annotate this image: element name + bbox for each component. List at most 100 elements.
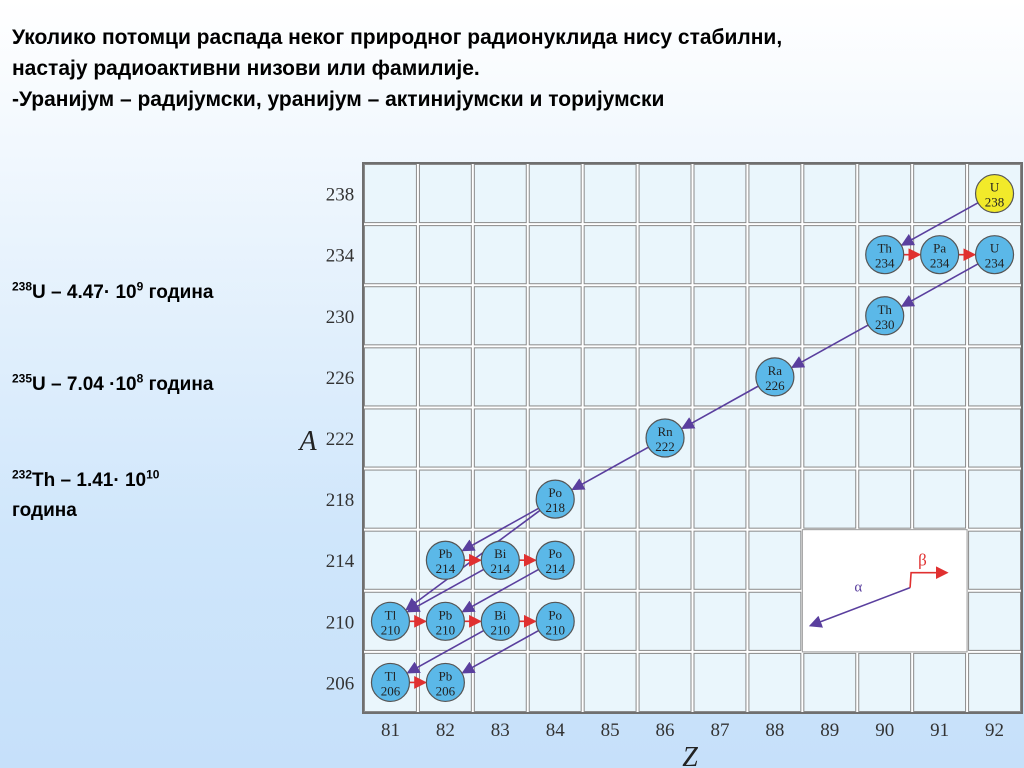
header-line-3: -Уранијум – радијумски, уранијум – актин… <box>12 88 665 111</box>
exponent: 8 <box>136 371 144 386</box>
grid-cell <box>583 652 637 713</box>
grid-cell <box>968 347 1021 407</box>
nuclide-circle <box>974 235 1015 275</box>
nuclide-symbol: Pb <box>439 546 453 561</box>
nuclide-circle <box>865 296 905 336</box>
grid-cell <box>418 225 472 285</box>
grid-cell <box>693 164 747 224</box>
grid-cell <box>528 286 582 346</box>
grid-cell <box>583 164 637 224</box>
grid-cell <box>858 164 912 224</box>
y-tick-label: 226 <box>326 368 355 389</box>
x-tick-label: 91 <box>930 720 949 741</box>
nuclide-symbol: Po <box>548 607 562 622</box>
unit-label: година <box>148 374 214 395</box>
exponent: 10 <box>146 467 160 482</box>
grid-cell <box>364 225 417 285</box>
grid-cell <box>418 408 472 468</box>
grid-cell <box>528 347 582 407</box>
half-life-th232: 232Th – 1.41· 1010 година <box>12 466 252 526</box>
nuclide-mass: 226 <box>765 378 785 393</box>
nuclide-symbol: Bi <box>494 607 507 622</box>
grid-cell <box>473 347 527 407</box>
x-tick-label: 87 <box>710 720 729 741</box>
grid-cell <box>748 225 802 285</box>
alpha-decay-arrow <box>790 324 869 368</box>
element-symbol: Th <box>32 470 56 491</box>
x-tick-label: 86 <box>656 720 675 741</box>
nuclide-circle <box>920 235 960 275</box>
grid-cell <box>583 591 637 651</box>
half-life-value: – 4.47· 10 <box>51 282 137 303</box>
grid-cell <box>748 286 802 346</box>
grid-cell <box>583 469 637 529</box>
nuclide-circle <box>645 418 685 458</box>
grid-cell <box>638 469 692 529</box>
x-tick-label: 81 <box>381 720 400 741</box>
y-axis-label: A <box>297 426 317 457</box>
nuclide-mass: 222 <box>655 439 675 454</box>
grid-cell <box>364 469 417 529</box>
nuclides: U238Th234Pa234U234Th230Ra226Rn222Po218Pb… <box>370 173 1015 703</box>
grid-cell <box>528 408 582 468</box>
grid-cell <box>364 408 417 468</box>
grid-cell <box>473 652 527 713</box>
grid-cell <box>638 225 692 285</box>
grid-cell <box>748 469 802 529</box>
y-tick-label: 214 <box>326 551 355 572</box>
grid-cell <box>364 347 417 407</box>
x-axis-label: Z <box>682 742 698 768</box>
grid-cell <box>913 164 967 224</box>
nuclide-symbol: Pa <box>933 241 946 256</box>
unit-label: година <box>12 500 77 521</box>
grid-cell <box>858 469 912 529</box>
grid-cell <box>693 469 747 529</box>
grid-cell <box>968 652 1021 713</box>
x-tick-label: 84 <box>546 720 566 741</box>
nuclide-mass: 206 <box>436 683 456 698</box>
nuclide-symbol: Tl <box>385 668 397 683</box>
grid-cell <box>748 530 802 590</box>
nuclide-mass: 210 <box>381 622 401 637</box>
grid-cell <box>693 591 747 651</box>
mass-number: 232 <box>12 467 33 482</box>
grid-cell <box>638 652 692 713</box>
element-symbol: U <box>32 282 46 303</box>
grid-cell <box>858 347 912 407</box>
grid-cell <box>803 164 857 224</box>
grid-cell <box>913 408 967 468</box>
legend-beta-label: β <box>918 551 927 570</box>
grid-cell <box>528 164 582 224</box>
grid-cell <box>638 347 692 407</box>
grid-cell <box>693 225 747 285</box>
header-text: Уколико потомци распада неког природног … <box>12 22 1012 115</box>
nuclide-circle <box>370 601 411 641</box>
grid-cell <box>803 286 857 346</box>
nuclide-circle <box>535 479 575 519</box>
legend-box: αβ <box>801 529 968 653</box>
grid-cell <box>583 408 637 468</box>
nuclide-mass: 206 <box>381 683 401 698</box>
grid-cell <box>473 469 527 529</box>
y-tick-label: 222 <box>326 429 355 450</box>
half-life-value: – 1.41· 10 <box>60 470 147 491</box>
nuclide-symbol: Pb <box>439 607 453 622</box>
nuclide-circle <box>865 235 905 275</box>
grid-cell <box>418 286 472 346</box>
y-tick-label: 206 <box>326 673 355 694</box>
nuclide-symbol: Th <box>877 241 892 256</box>
nuclide-mass: 238 <box>985 195 1005 210</box>
grid-cell <box>473 225 527 285</box>
x-tick-label: 90 <box>875 720 894 741</box>
nuclide-mass: 234 <box>930 256 950 271</box>
